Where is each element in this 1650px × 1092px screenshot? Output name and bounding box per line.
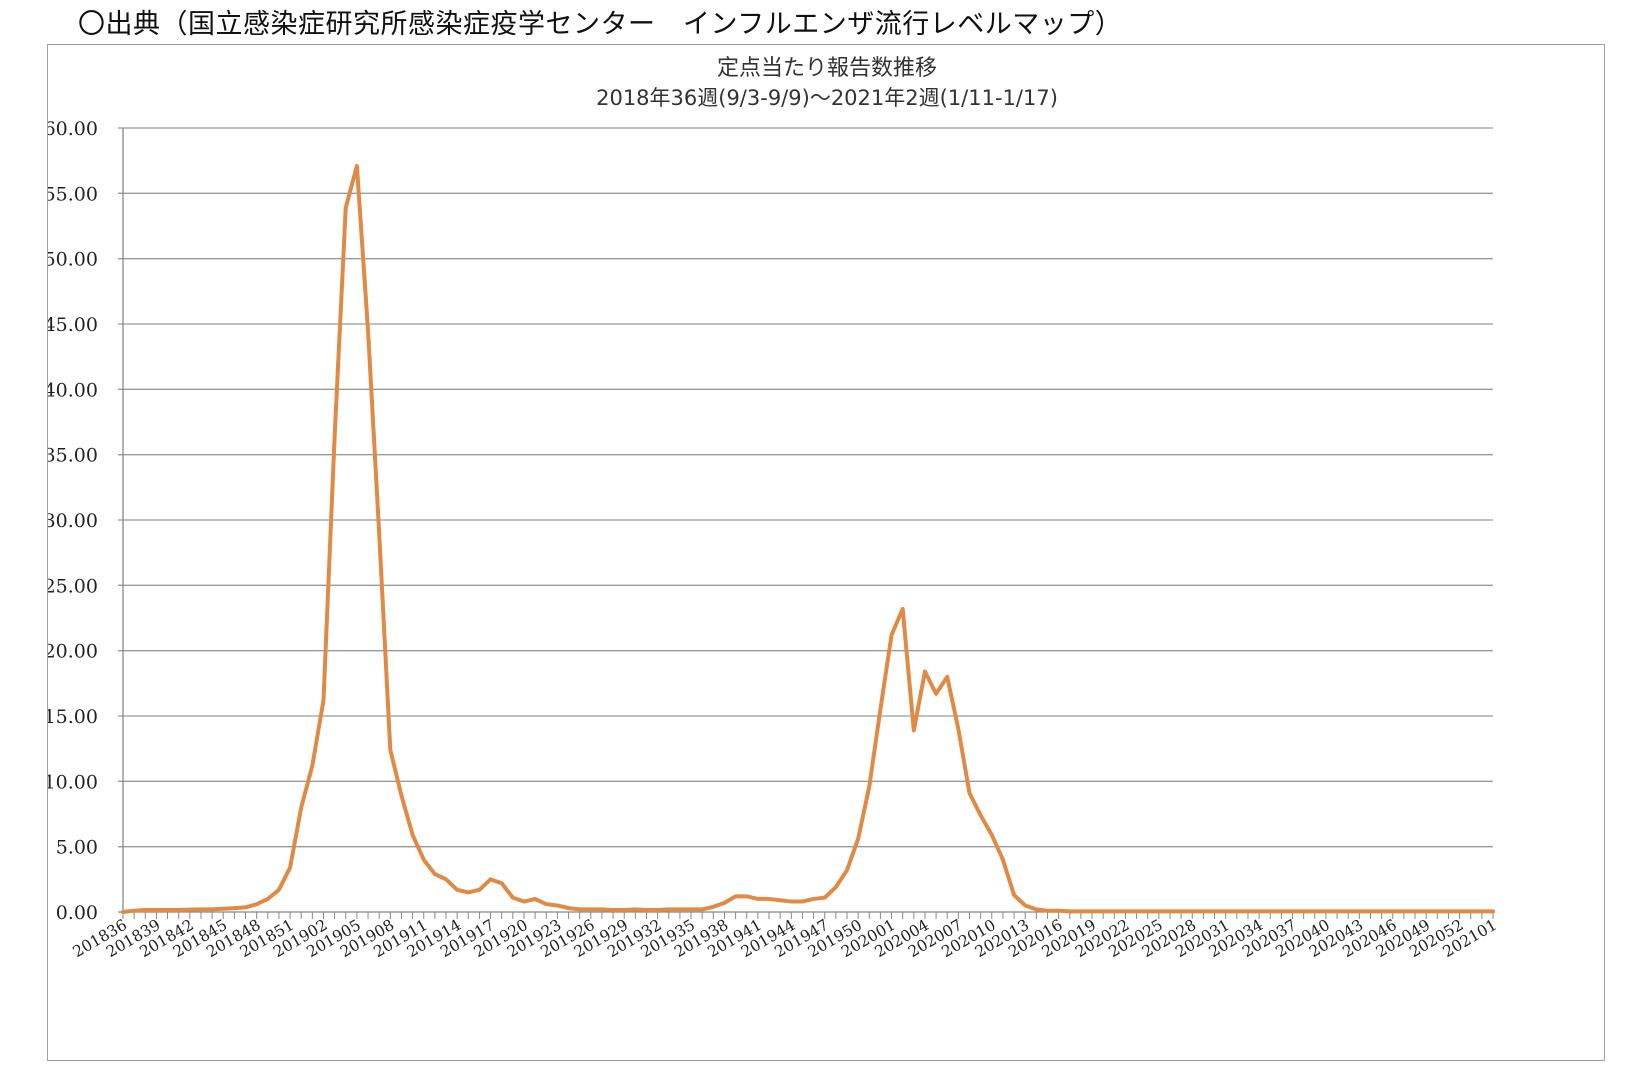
y-tick-label: 60.00 [48,118,98,140]
y-tick-label: 0.00 [56,902,98,924]
series-line [121,163,1495,914]
y-tick-label: 35.00 [48,445,98,467]
y-tick-label: 10.00 [48,771,98,793]
y-tick-label: 30.00 [48,510,98,532]
chart-frame: 定点当たり報告数推移 2018年36週(9/3-9/9)～2021年2週(1/1… [47,44,1605,1061]
y-axis-ticks: 0.00 5.00 10.00 15.00 20.00 25.00 30.00 35.00 40… [48,118,98,924]
y-tick-label: 40.00 [48,379,98,401]
y-tick-label: 45.00 [48,314,98,336]
y-tick-label: 55.00 [48,183,98,205]
y-tick-label: 5.00 [56,837,98,859]
chart-title: 定点当たり報告数推移 [717,56,937,81]
gridlines [118,127,1493,913]
series-layer [121,163,1495,914]
x-axis-tick-labels: 2018362018392018422018452018482018512019… [70,916,1500,961]
influenza-line-chart: 定点当たり報告数推移 2018年36週(9/3-9/9)～2021年2週(1/1… [48,56,1500,961]
y-tick-label: 50.00 [48,249,98,271]
source-caption: 〇出典（国立感染症研究所感染症疫学センター インフルエンザ流行レベルマップ） [78,9,1123,40]
y-tick-label: 15.00 [48,706,98,728]
y-tick-label: 25.00 [48,575,98,597]
chart-subtitle: 2018年36週(9/3-9/9)～2021年2週(1/11-1/17) [596,86,1058,110]
y-tick-label: 20.00 [48,641,98,663]
